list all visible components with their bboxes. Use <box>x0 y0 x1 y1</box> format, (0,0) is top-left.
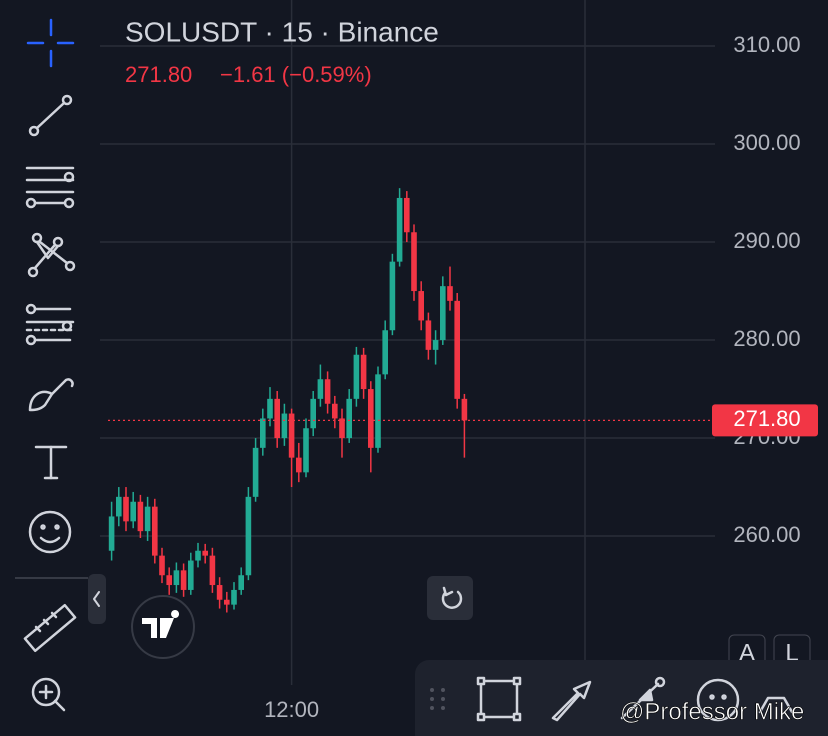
candle-body <box>375 374 381 448</box>
log-label: L <box>785 639 798 666</box>
candle-body <box>188 560 194 590</box>
candle-body <box>368 389 374 448</box>
floating-toolbar[interactable] <box>415 660 828 736</box>
x-tick-label: 12:00 <box>264 697 319 722</box>
candle-body <box>454 300 460 399</box>
candle-body <box>224 599 230 605</box>
collapse-toolbar[interactable] <box>88 574 106 624</box>
candle-body <box>252 447 259 497</box>
symbol-title: SOLUSDT · 15 · Binance <box>125 16 439 47</box>
candle-body <box>123 496 129 522</box>
auto-label: A <box>739 639 755 666</box>
candle-body <box>396 197 403 262</box>
candle-body <box>346 398 352 439</box>
candle-body <box>137 501 144 532</box>
y-tick-label: 290.00 <box>733 228 800 253</box>
candle-body <box>353 354 360 399</box>
price-change: −1.61 (−0.59%) <box>220 62 372 87</box>
collapse-arrow <box>93 591 100 607</box>
candle-body <box>317 379 324 399</box>
plot: 260.00270.00280.00290.00300.00310.0012:0… <box>100 0 818 722</box>
candle-body <box>180 570 187 590</box>
candle-body <box>440 286 446 341</box>
drawing-tools[interactable] <box>15 18 88 712</box>
toolbar <box>0 0 100 736</box>
reset-button[interactable] <box>427 576 473 620</box>
candle-body <box>274 398 280 439</box>
candle-body <box>332 403 338 419</box>
last-price-label: 271.80 <box>733 406 800 431</box>
y-tick-label: 300.00 <box>733 130 800 155</box>
candle-body <box>281 413 288 439</box>
candle-body <box>324 379 331 404</box>
candle-body <box>425 320 432 350</box>
candle-body <box>339 418 345 439</box>
candle-body <box>209 555 216 586</box>
candle-body <box>310 398 316 429</box>
candle-body <box>461 398 468 421</box>
candle-body <box>152 506 158 556</box>
candle-body <box>447 286 453 301</box>
candle-body <box>418 291 424 321</box>
last-price-tag <box>712 404 818 437</box>
candle-body <box>166 575 172 586</box>
candle-body <box>238 575 244 590</box>
candle-body <box>231 589 237 605</box>
candle-body <box>303 428 309 473</box>
candle-body <box>432 340 439 350</box>
candle-body <box>267 398 273 419</box>
candle-body <box>389 261 396 331</box>
candle-body <box>116 496 122 517</box>
watermark: @Professor Mike <box>620 698 804 725</box>
candle-body <box>404 197 410 233</box>
tv-logo[interactable] <box>131 595 195 659</box>
last-price: 271.80 <box>125 62 192 87</box>
candle-body <box>108 516 115 551</box>
candle-body <box>202 550 208 556</box>
candle-body <box>130 501 136 522</box>
y-tick-label: 280.00 <box>733 326 800 351</box>
candle-body <box>296 457 302 473</box>
candle-body <box>159 555 165 576</box>
candle-body <box>245 496 252 576</box>
y-tick-label: 310.00 <box>733 32 800 57</box>
candle-body <box>411 232 417 292</box>
candle-body <box>144 506 151 532</box>
candle-body <box>260 418 266 448</box>
candle-body <box>216 585 223 600</box>
candle-body <box>195 550 201 561</box>
candle-body <box>288 413 295 458</box>
y-tick-label: 260.00 <box>733 522 800 547</box>
candle-body <box>382 330 388 375</box>
candle-body <box>173 570 180 586</box>
candle-body <box>360 354 367 390</box>
